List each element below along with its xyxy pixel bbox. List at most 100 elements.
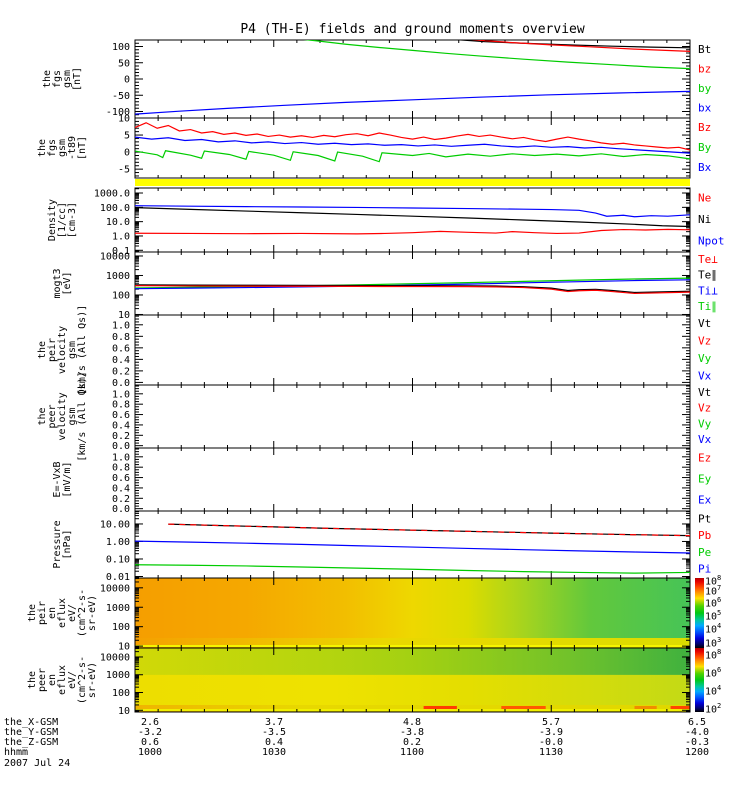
colorbar-tick-label: 103 — [705, 635, 722, 650]
y-tick-label: 0 — [124, 148, 130, 159]
y-tick-label: 100 — [112, 290, 130, 301]
y-tick-label: 10 — [118, 706, 130, 717]
panel-frame — [134, 447, 691, 512]
panel-frame — [134, 39, 691, 119]
series-line-Ni — [135, 207, 690, 228]
y-tick-label: 0.4 — [112, 483, 130, 494]
y-tick-label: 10 — [118, 114, 130, 125]
colorbar-tick-label: 105 — [705, 609, 722, 623]
y-tick-label: 0.1 — [112, 246, 130, 257]
series-line-Te_perp — [135, 285, 690, 295]
axis-annotation-value: 6.5 — [688, 717, 706, 728]
axis-annotation-value: 1100 — [400, 747, 424, 758]
panel-density: Density[1/cc][cm-3] — [47, 187, 691, 253]
axis-annotation-value: -3.5 — [262, 727, 286, 738]
colorbar-tick-label: 104 — [705, 683, 722, 697]
panel-axis-title: thepeirvelocitygsm[km/s (All Qs)] — [37, 305, 88, 395]
y-tick-label: 0.4 — [112, 355, 130, 366]
axis-annotation-value: -3.2 — [138, 727, 162, 738]
axis-annotation-value: -4.0 — [685, 727, 709, 738]
panel-axis-title: Density[1/cc][cm-3] — [47, 199, 78, 241]
legend-label-Bt: Bt — [698, 43, 711, 56]
legend-label-Vz: Vz — [698, 334, 711, 347]
panel-temp: mogt3[eV] — [52, 251, 691, 316]
panel-fgs_gsm: thefgsgsm[nT] — [42, 39, 691, 119]
y-tick-label: 0.4 — [112, 420, 130, 431]
panel-frame — [134, 187, 691, 253]
panel-axis-title: Pressure[nPa] — [52, 520, 73, 568]
panel-pressure: Pressure[nPa] — [52, 510, 691, 579]
colorbar-tick-label: 108 — [705, 574, 722, 588]
y-tick-label: 1000 — [106, 670, 130, 681]
legend-label-Pt: Pt — [698, 512, 711, 525]
legend-label-Te∥: Te∥ — [698, 269, 717, 282]
axis-annotation-label: the_Z-GSM — [4, 737, 58, 748]
y-tick-label: 0.10 — [106, 554, 130, 565]
y-tick-label: 1.0 — [112, 320, 130, 331]
panel-axis-title: thepeervelocitygsm[km/s (All Qs)] — [37, 371, 88, 461]
panel-efield: E=-VxB[mV/m] — [52, 447, 691, 512]
panel-axis-title: thefgsgsm-t89[nT] — [37, 136, 88, 160]
legend-label-Vx: Vx — [698, 369, 712, 382]
series-line-Bz — [135, 122, 690, 151]
colorbar — [695, 578, 704, 648]
y-tick-label: 1.0 — [112, 389, 130, 400]
y-tick-label: 1000 — [106, 271, 130, 282]
y-tick-label: 0.0 — [112, 378, 130, 389]
panel-vel_peir: thepeirvelocitygsm[km/s (All Qs)] — [37, 305, 691, 395]
legend-label-Vy: Vy — [698, 352, 712, 365]
plot-title: P4 (TH-E) fields and ground moments over… — [240, 22, 585, 37]
colorbar — [695, 648, 704, 712]
legend-label-Npot: Npot — [698, 234, 725, 247]
legend-label-Ni: Ni — [698, 213, 711, 226]
axis-annotation-label: the_Y-GSM — [4, 727, 58, 738]
y-tick-label: 10.0 — [106, 217, 130, 228]
legend-label-Vt: Vt — [698, 317, 711, 330]
axis-annotation-value: 4.8 — [403, 717, 421, 728]
series-line-Bx — [135, 136, 690, 154]
y-tick-label: 0.6 — [112, 343, 130, 354]
axis-annotation-value: -3.9 — [539, 727, 563, 738]
series-line-by — [303, 40, 690, 70]
legend-label-by: by — [698, 82, 712, 95]
legend-label-bx: bx — [698, 101, 712, 114]
legend-label-Pe: Pe — [698, 546, 711, 559]
colorbar-tick-label: 107 — [705, 583, 722, 598]
y-tick-label: 0.8 — [112, 463, 130, 474]
axis-annotation-value: -3.8 — [400, 727, 424, 738]
y-tick-label: 10000 — [100, 583, 130, 594]
panel-spec_peer: thepeerenefluxeV/(cm^2-s-sr-eV) — [27, 647, 704, 713]
colorbar-tick-label: 106 — [705, 665, 722, 679]
axis-annotation-value: 3.7 — [265, 717, 283, 728]
y-tick-label: 0.6 — [112, 473, 130, 484]
series-line-bx — [135, 90, 690, 115]
axis-annotation-value: 2.6 — [141, 717, 159, 728]
y-tick-label: 1000 — [106, 603, 130, 614]
y-tick-label: 5 — [124, 131, 130, 142]
axis-annotation-value: 5.7 — [542, 717, 560, 728]
y-tick-label: 10 — [118, 642, 130, 653]
colorbar-tick-label: 104 — [705, 621, 722, 636]
colorbar-tick-label: 106 — [705, 595, 722, 610]
legend-label-Ey: Ey — [698, 473, 712, 486]
y-tick-label: 10000 — [100, 251, 130, 262]
panel-frame — [134, 384, 691, 449]
y-tick-label: 1000.0 — [94, 189, 130, 200]
axis-annotation-value: 1030 — [262, 747, 286, 758]
legend-label-Ez: Ez — [698, 452, 711, 465]
y-tick-label: 100 — [112, 688, 130, 699]
panel-axis-title: thepeerenefluxeV/(cm^2-s-sr-eV) — [27, 656, 98, 704]
legend-label-Vt: Vt — [698, 386, 711, 399]
series-line-Pb — [168, 523, 690, 537]
y-tick-label: 1.0 — [112, 231, 130, 242]
legend-label-Bz: Bz — [698, 121, 711, 134]
axis-annotation-value: 0.4 — [265, 737, 283, 748]
y-tick-label: 100 — [112, 622, 130, 633]
series-line-Pe — [135, 540, 690, 554]
y-tick-label: 10000 — [100, 652, 130, 663]
legend-label-Vy: Vy — [698, 417, 712, 430]
y-tick-label: 100.0 — [100, 203, 130, 214]
y-tick-label: 100 — [112, 42, 130, 53]
